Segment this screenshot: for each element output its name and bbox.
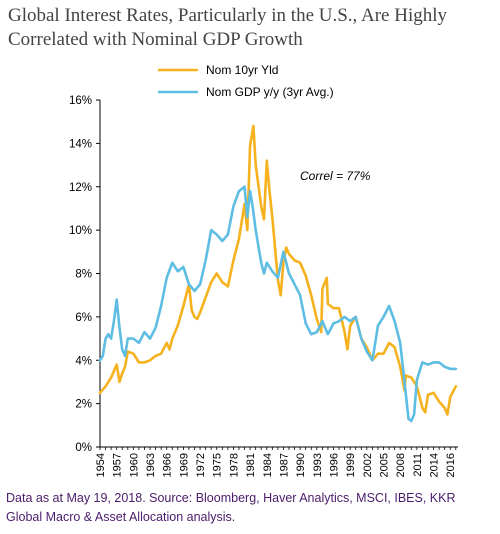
x-tick-label: 1960 bbox=[128, 453, 140, 477]
correlation-annotation: Correl = 77% bbox=[300, 169, 371, 183]
x-tick-label: 1975 bbox=[212, 453, 224, 477]
series-lines bbox=[98, 124, 458, 423]
chart-axes bbox=[96, 99, 458, 450]
x-tick-label: 2005 bbox=[379, 453, 391, 477]
x-tick-label: 1993 bbox=[312, 453, 324, 477]
y-tick-label: 10% bbox=[69, 225, 92, 237]
y-tick-label: 6% bbox=[75, 312, 92, 324]
y-axis-tick-labels: 0% 2% 4% 6% 8% 10% 12% 14% 16% bbox=[69, 95, 92, 454]
x-tick-label: 1996 bbox=[328, 453, 340, 477]
legend-label: Nom 10yr Yld bbox=[206, 63, 278, 77]
x-tick-label: 1966 bbox=[162, 453, 174, 477]
x-tick-label: 2002 bbox=[362, 453, 374, 477]
x-tick-label: 1963 bbox=[145, 453, 157, 477]
x-tick-label: 1990 bbox=[295, 453, 307, 477]
x-tick-label: 1972 bbox=[195, 453, 207, 477]
x-tick-label: 1957 bbox=[112, 453, 124, 477]
x-tick-label: 2011 bbox=[412, 453, 424, 477]
y-tick-label: 4% bbox=[75, 355, 92, 367]
chart-title: Global Interest Rates, Particularly in t… bbox=[8, 5, 448, 50]
y-tick-label: 16% bbox=[69, 95, 92, 107]
series-line-nom-gdp-yy bbox=[98, 185, 458, 423]
x-tick-label: 1987 bbox=[278, 453, 290, 477]
x-tick-label: 1981 bbox=[245, 453, 257, 477]
x-tick-label: 2008 bbox=[395, 453, 407, 477]
x-tick-label: 1984 bbox=[262, 453, 274, 477]
x-axis-tick-labels: 1954 1957 1960 1963 1966 1969 1972 1975 1978 1981… bbox=[95, 453, 457, 477]
line-chart: 0%2%4%6%8%10%12%14%16% 1954 1957 1960 1963 1… bbox=[69, 63, 458, 477]
chart-legend: Nom 10yr Yld Nom GDP y/y (3yr Avg.) bbox=[158, 63, 334, 99]
x-tick-label: 2016 bbox=[445, 453, 457, 477]
x-tick-label: 1978 bbox=[228, 453, 240, 477]
source-note: Data as at May 19, 2018. Source: Bloombe… bbox=[6, 491, 456, 524]
y-tick-label: 14% bbox=[69, 138, 92, 150]
series-line-nom-10yr-yld bbox=[98, 124, 458, 416]
y-tick-label: 8% bbox=[75, 269, 92, 281]
y-tick-label: 2% bbox=[75, 399, 92, 411]
x-tick-label: 1954 bbox=[95, 453, 107, 477]
x-tick-label: 1969 bbox=[178, 453, 190, 477]
x-tick-label: 2014 bbox=[429, 453, 441, 477]
x-tick-label: 1999 bbox=[345, 453, 357, 477]
y-tick-label: 0% bbox=[75, 442, 92, 454]
legend-label: Nom GDP y/y (3yr Avg.) bbox=[206, 85, 334, 99]
y-tick-label: 12% bbox=[69, 182, 92, 194]
